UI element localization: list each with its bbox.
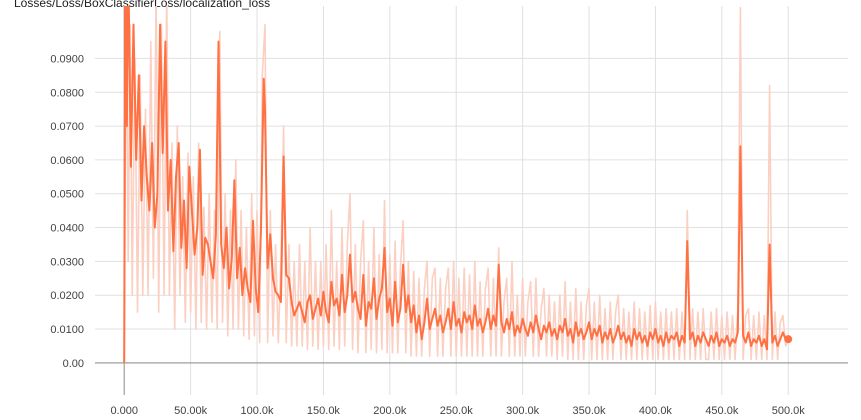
y-tick-label: 0.0100 <box>50 324 84 336</box>
x-tick-label: 100.0k <box>241 405 275 417</box>
chart-title: Losses/Loss/BoxClassifierLoss/localizati… <box>14 0 271 10</box>
y-tick-label: 0.0400 <box>50 223 84 235</box>
y-tick-label: 0.0900 <box>50 53 84 65</box>
tick-labels: 0.00 0.0100 0.0200 0.0300 0.0400 0.0500 0.0600… <box>50 53 805 417</box>
x-tick-label: 500.0k <box>772 405 806 417</box>
series <box>123 6 793 363</box>
x-tick-label: 350.0k <box>573 405 607 417</box>
smoothed-series-line <box>123 6 789 363</box>
y-tick-label: 0.0300 <box>50 256 84 268</box>
y-tick-label: 0.0800 <box>50 87 84 99</box>
x-tick-label: 150.0k <box>307 405 341 417</box>
x-tick-label: 0.000 <box>110 405 138 417</box>
x-tick-label: 50.00k <box>174 405 208 417</box>
last-point-marker[interactable] <box>784 335 793 344</box>
y-tick-label: 0.00 <box>63 358 84 370</box>
y-tick-label: 0.0600 <box>50 155 84 167</box>
x-tick-label: 300.0k <box>506 405 540 417</box>
y-tick-label: 0.0500 <box>50 189 84 201</box>
y-tick-label: 0.0700 <box>50 121 84 133</box>
x-tick-label: 200.0k <box>373 405 407 417</box>
x-tick-label: 400.0k <box>639 405 673 417</box>
x-tick-label: 250.0k <box>440 405 474 417</box>
x-tick-label: 450.0k <box>705 405 739 417</box>
y-tick-label: 0.0200 <box>50 290 84 302</box>
